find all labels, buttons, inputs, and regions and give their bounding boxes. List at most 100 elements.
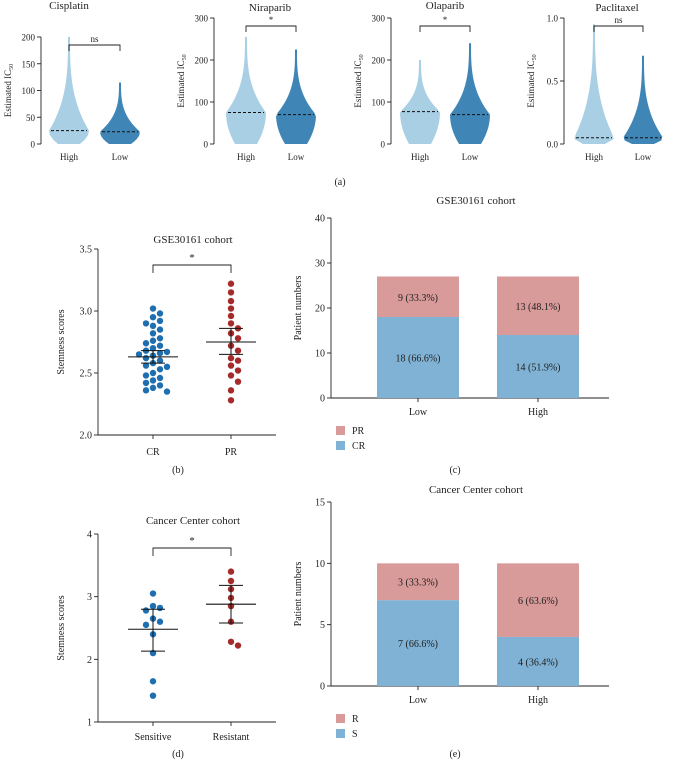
x-tick-label: High [411, 152, 430, 162]
y-tick-label: 10 [315, 559, 325, 570]
y-axis-label: Estimated IC50 [353, 54, 365, 107]
panel-b: GSE30161 cohort (b) [153, 234, 232, 476]
legend-label: S [352, 729, 358, 740]
y-axis-label-sub: 50 [359, 54, 365, 60]
significance-label: * [269, 15, 274, 25]
y-axis-label-main: Estimated IC [176, 60, 186, 107]
legend-swatch [336, 714, 345, 723]
legend-swatch [336, 729, 345, 738]
data-point [149, 377, 157, 384]
violin-shape [100, 82, 140, 144]
data-label: 9 (33.3%) [398, 293, 438, 304]
bar-segment [377, 600, 459, 686]
bar-segment [497, 563, 579, 637]
data-label: 6 (63.6%) [518, 596, 558, 607]
chart-title: Olaparib [426, 0, 465, 12]
y-axis-label: Estimated IC50 [526, 54, 538, 107]
data-point [149, 345, 157, 352]
data-point [149, 330, 157, 337]
violin-shape [49, 37, 89, 144]
data-point [149, 369, 157, 377]
significance-bracket [245, 25, 297, 32]
y-tick-label: 1 [87, 718, 92, 729]
y-tick-label: 3.5 [80, 245, 93, 256]
data-point [142, 372, 150, 379]
data-point [227, 320, 235, 327]
y-axis-label: Patient numbers [293, 276, 304, 341]
data-point [234, 642, 242, 649]
x-tick-label: High [528, 407, 548, 418]
y-tick-label: 100 [195, 98, 209, 108]
data-point [149, 314, 157, 321]
y-tick-label: 2 [87, 655, 92, 666]
x-tick-label: High [528, 695, 548, 706]
data-point [156, 335, 164, 342]
data-label: 7 (66.6%) [398, 639, 438, 650]
scatter-plot: 1 2 3 4 Stemness scores Sensitive Resistant * [56, 530, 276, 743]
data-label: 14 (51.9%) [516, 363, 561, 374]
y-tick-label: 0.0 [547, 140, 559, 150]
y-tick-label: 10 [315, 349, 325, 360]
y-axis-label: Patient numbers [293, 562, 304, 627]
y-tick-label: 0 [31, 140, 36, 150]
y-tick-label: 3 [87, 592, 92, 603]
data-point [142, 607, 150, 614]
data-point [227, 568, 235, 575]
y-tick-label: 100 [372, 98, 386, 108]
data-point [156, 310, 164, 317]
violin-shape [400, 60, 440, 144]
data-point [142, 387, 150, 394]
significance-bracket [68, 44, 121, 51]
legend-swatch [336, 426, 345, 435]
y-axis-label-main: Estimated IC [526, 60, 536, 107]
data-label: 4 (36.4%) [518, 657, 558, 668]
panel-label-b: (b) [172, 465, 184, 476]
scatter-plot: 2.0 2.5 3.0 3.5 Stemness scores CR PR * [56, 245, 276, 458]
legend-label: PR [352, 426, 365, 437]
y-tick-label: 200 [372, 56, 386, 66]
data-point [142, 362, 150, 369]
x-tick-label: CR [146, 447, 160, 458]
significance-bracket [152, 264, 232, 273]
data-label: 13 (48.1%) [516, 302, 561, 313]
chart-title: Paclitaxel [595, 2, 638, 14]
bar-segment [377, 563, 459, 601]
y-tick-label: 300 [195, 14, 209, 24]
chart-title: GSE30161 cohort [153, 234, 232, 246]
significance-label: * [189, 252, 195, 264]
significance-label: ns [614, 15, 623, 25]
y-tick-label: 300 [372, 14, 386, 24]
significance-bracket [419, 25, 471, 32]
violin-shape [450, 43, 490, 145]
violin-chart-niraparib: Niraparib [249, 2, 292, 14]
data-point [156, 317, 164, 325]
data-point [149, 305, 157, 312]
x-tick-label: Low [635, 152, 652, 162]
y-tick-label: 200 [22, 33, 36, 43]
violin-chart-paclitaxel: Paclitaxel [595, 2, 638, 14]
significance-bracket [593, 25, 644, 32]
data-point [234, 357, 242, 364]
data-point [227, 354, 235, 362]
data-point [227, 312, 235, 320]
data-point [149, 602, 157, 610]
x-tick-label: High [60, 152, 79, 162]
data-point [156, 618, 164, 625]
chart-title: GSE30161 cohort [436, 195, 515, 207]
x-tick-label: Resistant [213, 732, 250, 743]
y-tick-label: 0 [320, 682, 325, 693]
panel-label-e: (e) [449, 749, 460, 760]
legend-label: CR [352, 441, 366, 452]
significance-label: * [189, 535, 195, 547]
y-axis-label-main: Estimated IC [3, 70, 13, 117]
chart-title: Niraparib [249, 2, 292, 14]
violin-shape [226, 36, 266, 144]
violin-shape [574, 24, 614, 144]
y-tick-label: 20 [315, 304, 325, 315]
data-point [142, 320, 150, 327]
x-tick-label: Low [112, 152, 129, 162]
data-point [234, 367, 242, 374]
data-point [227, 362, 235, 369]
significance-label: * [443, 15, 448, 25]
